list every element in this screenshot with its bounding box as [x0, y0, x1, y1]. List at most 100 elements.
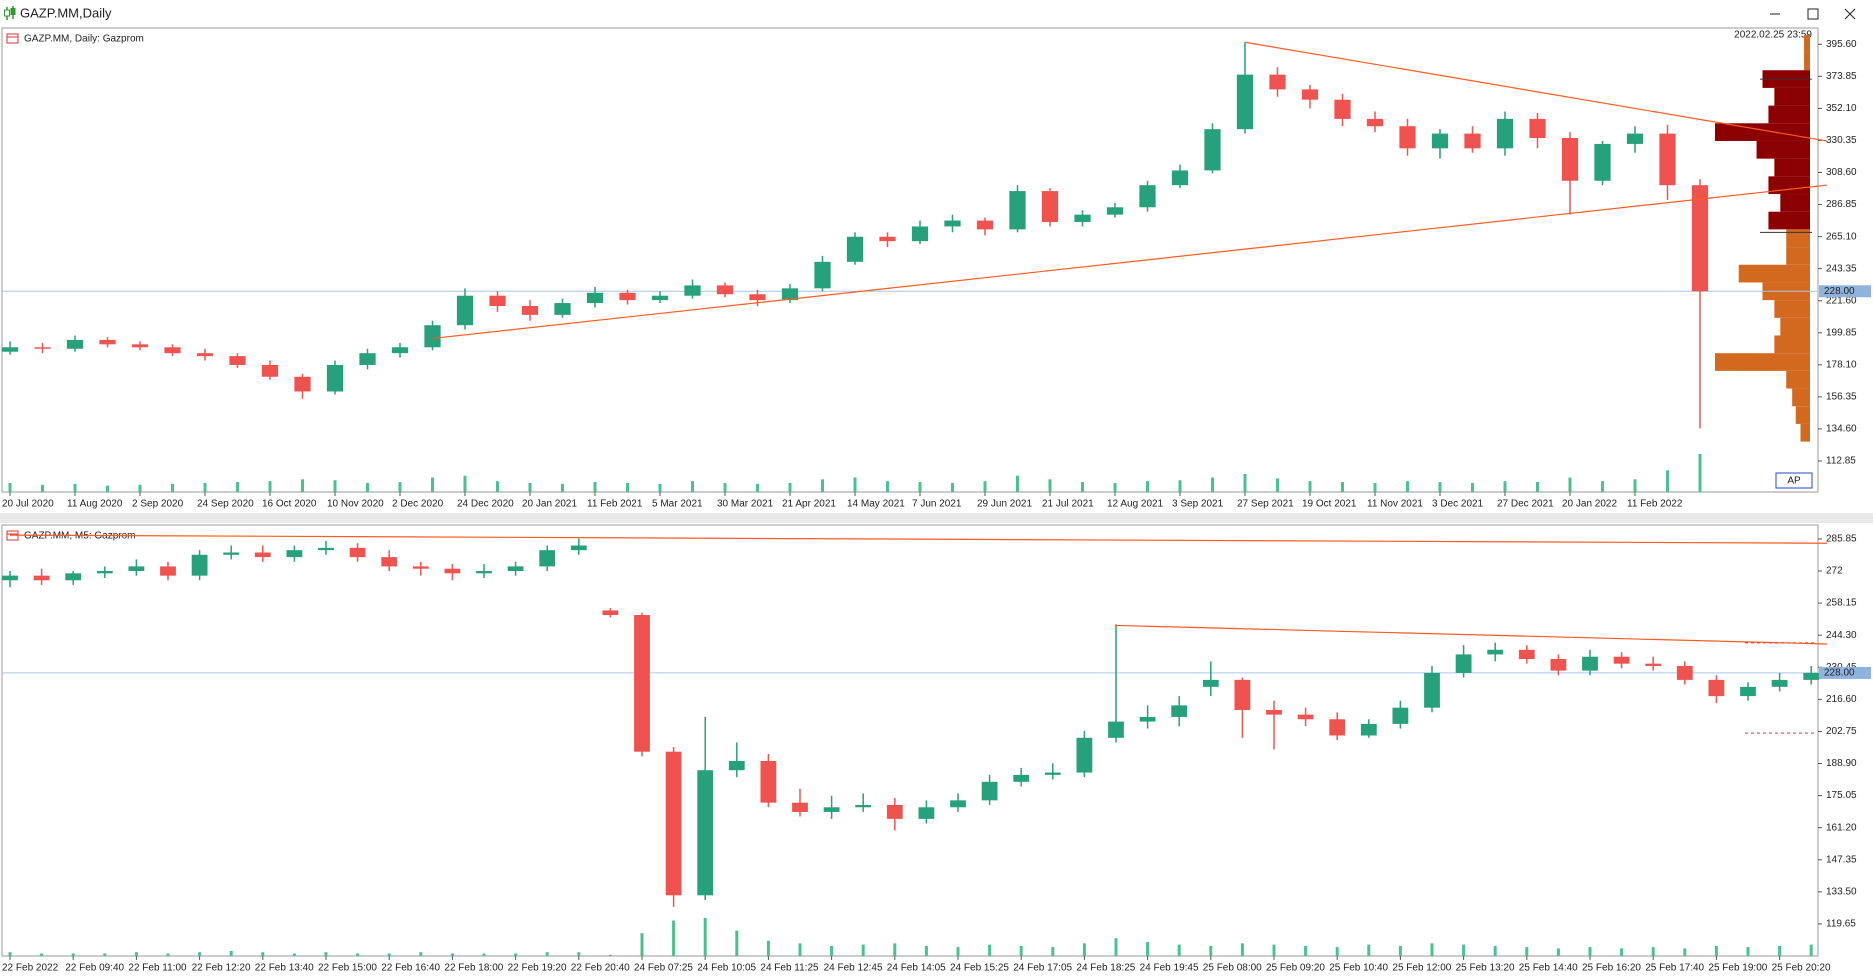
volume-bar	[1430, 943, 1434, 956]
x-tick-label: 16 Oct 2020	[262, 499, 317, 510]
window-icon	[4, 6, 16, 20]
chart-title: GAZP.MM, Daily: Gazprom	[24, 34, 144, 45]
close-button[interactable]	[1844, 8, 1856, 20]
price-label: 228.00	[1824, 286, 1855, 297]
candle-body	[1301, 89, 1319, 100]
y-tick-label: 286.85	[1826, 199, 1857, 210]
volume-bar	[1177, 944, 1181, 956]
price-label-bg	[1819, 285, 1871, 298]
x-tick-label: 24 Feb 12:45	[824, 963, 883, 974]
volume-bar	[1276, 478, 1279, 492]
volume-profile-bar	[1774, 158, 1810, 177]
volume-bar	[886, 481, 889, 492]
candle-body	[728, 760, 745, 771]
candle-body	[1171, 705, 1188, 717]
maximize-button[interactable]	[1807, 8, 1819, 20]
candle-body	[1360, 723, 1377, 736]
volume-bar	[268, 481, 272, 492]
x-tick-label: 14 May 2021	[847, 499, 905, 510]
candle-body	[424, 325, 441, 348]
volume-bar	[1601, 481, 1604, 492]
volume-bar	[1081, 482, 1084, 492]
candle-body	[539, 550, 556, 567]
candle-body	[918, 807, 935, 819]
volume-bar	[561, 483, 564, 492]
x-tick-label: 22 Feb 16:40	[381, 963, 440, 974]
candle-body	[1594, 143, 1611, 181]
candle-body	[1, 347, 19, 352]
volume-bar	[1503, 481, 1507, 492]
candle-body	[976, 220, 994, 230]
x-tick-label: 22 Feb 11:00	[128, 963, 187, 974]
volume-bar	[1367, 944, 1371, 956]
candle-body	[846, 236, 864, 262]
volume-bar	[496, 481, 499, 492]
volume-bar	[1373, 482, 1377, 492]
volume-profile-bar	[1786, 229, 1810, 248]
volume-bar	[1243, 473, 1247, 492]
y-tick-label: 221.60	[1826, 295, 1857, 306]
volume-bar	[450, 953, 454, 956]
candle-body	[391, 347, 409, 354]
volume-bar	[788, 482, 792, 492]
candle-body	[286, 550, 303, 558]
volume-bar	[756, 483, 759, 492]
y-tick-label: 147.35	[1826, 854, 1857, 865]
candle-body	[128, 566, 145, 572]
ap-button[interactable]: AP	[1775, 472, 1813, 489]
candle-body	[1009, 191, 1026, 230]
ap-button-label[interactable]: AP	[1787, 476, 1801, 487]
candle-body	[1455, 654, 1472, 673]
ap-button-bg[interactable]	[1775, 472, 1813, 489]
candle-body	[1659, 133, 1676, 186]
candle-body	[823, 807, 840, 812]
x-tick-label: 3 Sep 2021	[1172, 499, 1224, 510]
y-tick-label: 202.75	[1826, 726, 1857, 737]
volume-bar	[171, 483, 174, 492]
volume-bar	[577, 952, 581, 956]
chart-title: GAZP.MM, M5: Gazprom	[24, 531, 136, 542]
candle-body	[911, 226, 929, 242]
volume-bar	[1178, 480, 1182, 492]
volume-bar	[1714, 945, 1718, 956]
volume-bar	[723, 482, 727, 492]
y-tick-label: 352.10	[1826, 103, 1857, 114]
candle-body	[1740, 686, 1756, 697]
volume-bar	[1211, 477, 1214, 492]
volume-bar	[1019, 945, 1023, 956]
x-tick-label: 27 Dec 2021	[1497, 499, 1554, 510]
y-tick-label: 285.85	[1826, 534, 1857, 545]
x-tick-label: 24 Feb 10:05	[697, 963, 756, 974]
candle-body	[261, 364, 279, 377]
volume-bar	[830, 945, 834, 956]
volume-bar	[73, 483, 77, 492]
candle-body	[1204, 129, 1221, 171]
candle-body	[1044, 772, 1061, 775]
candle-body	[981, 781, 998, 801]
volume-bar	[988, 944, 992, 956]
volume-bar	[1588, 947, 1592, 956]
volume-bar	[1406, 481, 1409, 492]
candle-body	[1645, 663, 1662, 666]
candle-body	[65, 573, 82, 581]
volume-bar	[672, 920, 676, 956]
candle-body	[191, 554, 208, 576]
volume-bar	[1082, 943, 1086, 956]
candle-body	[1399, 126, 1416, 149]
volume-bar	[8, 952, 12, 956]
volume-bar	[134, 952, 138, 956]
volume-profile-bar	[1768, 176, 1810, 195]
candle-body	[1464, 133, 1481, 149]
volume-bar	[703, 918, 707, 956]
volume-profile-bar	[1786, 247, 1810, 265]
volume-profile-bar	[1786, 370, 1810, 389]
volume-bar	[766, 940, 770, 956]
volume-bar	[658, 483, 662, 492]
candle-body	[456, 295, 474, 326]
volume-bar	[821, 479, 824, 492]
candle-body	[1582, 656, 1598, 671]
candle-body	[879, 236, 896, 242]
y-tick-label: 156.35	[1826, 392, 1857, 403]
x-tick-label: 7 Jun 2021	[912, 499, 962, 510]
